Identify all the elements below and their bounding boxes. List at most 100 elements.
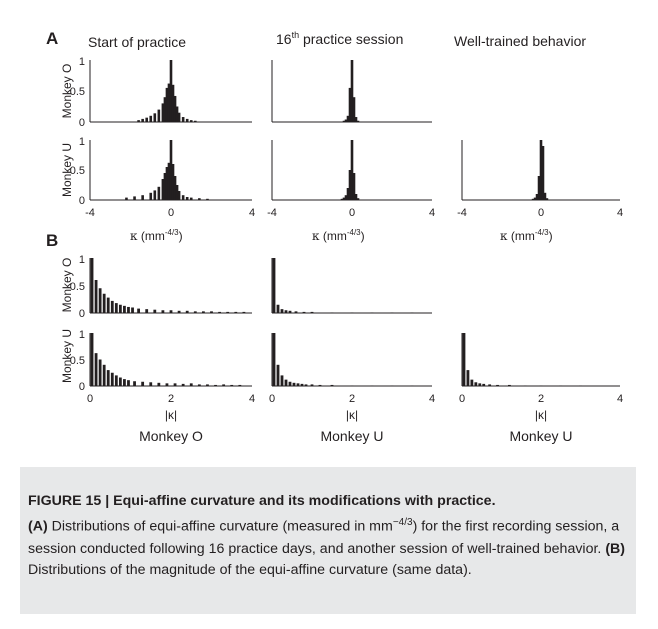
row-label-monkey-u-b: Monkey U — [60, 329, 74, 383]
bottom-label-col2: Monkey U — [320, 428, 383, 444]
histogram-bar — [194, 120, 197, 122]
y-tick-label: 1 — [79, 254, 85, 266]
histogram-bar — [157, 109, 161, 122]
histogram-bar — [110, 372, 114, 386]
histogram-bar — [310, 311, 314, 313]
histogram-bar — [352, 97, 356, 122]
bars-b-monkey-o-col1 — [90, 258, 246, 313]
histogram-bar — [165, 167, 169, 200]
histogram-bar — [579, 385, 582, 386]
histogram-bar — [390, 385, 394, 386]
y-tick-label: 0 — [79, 381, 85, 393]
histogram-bar — [193, 311, 197, 313]
caption-sup-a: −4/3 — [392, 517, 413, 529]
histogram-bar — [292, 382, 296, 386]
histogram-bar — [318, 384, 322, 386]
histogram-bar — [390, 312, 394, 313]
x-tick-label: 0 — [538, 207, 544, 219]
histogram-bar — [284, 310, 288, 313]
axis-a-u-1: 1 0.5 0 -4 0 4 — [70, 136, 255, 219]
row-label-monkey-o-b: Monkey O — [60, 258, 74, 313]
histogram-bar — [185, 310, 189, 313]
histogram-bar — [185, 118, 189, 122]
histogram-bar — [102, 364, 106, 386]
x-tick-label: -4 — [457, 207, 467, 219]
histogram-bar — [346, 115, 350, 122]
histogram-bar — [118, 304, 122, 313]
histogram-bar — [153, 309, 157, 313]
histogram-bar — [410, 312, 414, 313]
y-tick-label: 0.5 — [70, 165, 85, 177]
bars-b-monkey-o-col2 — [272, 258, 414, 313]
histogram-bar — [98, 288, 102, 313]
histogram-bar — [153, 113, 157, 122]
histogram-bar — [114, 375, 118, 386]
x-axis-label-abs-kappa: |κ| — [165, 408, 177, 422]
histogram-bar — [206, 198, 209, 200]
caption-text-a2: ) for the first recording session, a ses… — [28, 519, 620, 557]
bars-b-monkey-u-col3 — [462, 333, 582, 386]
histogram-bar — [533, 197, 537, 200]
x-tick-label: 4 — [429, 207, 435, 219]
axis-b-o-2 — [271, 258, 432, 314]
histogram-bar — [482, 383, 486, 386]
x-axis-label-kappa: κ (mm-4/3) — [312, 228, 365, 243]
histogram-bar — [177, 191, 181, 200]
figure-panels: A B Start of practice 16th practice sess… — [46, 29, 623, 444]
histogram-bar — [304, 384, 308, 386]
histogram-bar — [185, 197, 189, 200]
x-tick-label: -4 — [267, 207, 277, 219]
x-tick-label: 0 — [349, 207, 355, 219]
histogram-bar — [348, 87, 352, 122]
caption-text-b: Distributions of the magnitude of the eq… — [28, 561, 472, 578]
histogram-bar — [218, 311, 221, 313]
bars-b-monkey-u-col1 — [90, 333, 242, 386]
histogram-bar — [350, 60, 354, 122]
x-tick-label: 4 — [617, 393, 623, 405]
histogram-bar — [276, 364, 280, 386]
histogram-bar — [340, 198, 344, 200]
histogram-bar — [523, 385, 527, 386]
histogram-bar — [302, 311, 306, 313]
histogram-bar — [177, 310, 181, 313]
histogram-bar — [181, 195, 185, 200]
histogram-bar — [169, 310, 173, 313]
panel-a-label: A — [46, 29, 58, 48]
histogram-bar — [238, 384, 242, 386]
histogram-bar — [354, 117, 358, 122]
histogram-bar — [543, 192, 547, 200]
histogram-bar — [214, 384, 217, 386]
histogram-bar — [276, 304, 280, 313]
histogram-bar — [106, 370, 110, 386]
histogram-bar — [165, 383, 169, 386]
y-tick-label: 1 — [79, 56, 85, 68]
x-tick-label: 4 — [617, 207, 623, 219]
histogram-bar — [537, 176, 541, 200]
histogram-bar — [535, 194, 539, 200]
bottom-label-col1: Monkey O — [139, 428, 203, 444]
histogram-bar — [284, 379, 288, 386]
histogram-bar — [288, 310, 292, 313]
histogram-bar — [137, 120, 140, 122]
histogram-bar — [296, 383, 300, 386]
histogram-bar — [181, 117, 185, 122]
row-label-monkey-o-a: Monkey O — [60, 64, 74, 119]
axis-b-o-1: 1 0.5 0 — [70, 254, 252, 320]
histogram-bar — [171, 84, 175, 122]
x-tick-label: 0 — [168, 207, 174, 219]
histogram-bar — [370, 385, 374, 386]
histogram-bar — [300, 383, 304, 386]
caption-ref-a: (A) — [28, 519, 48, 536]
x-axis-label-abs-kappa: |κ| — [346, 408, 358, 422]
y-tick-label: 1 — [79, 329, 85, 341]
histogram-bar — [90, 333, 94, 386]
histogram-bar — [342, 120, 346, 122]
histogram-bar — [123, 305, 126, 313]
histogram-bar — [478, 383, 482, 386]
histogram-bar — [531, 198, 535, 200]
figure-caption: FIGURE 15 | Equi-affine curvature and it… — [28, 491, 634, 581]
panel-b-label: B — [46, 231, 58, 250]
axis-a-u-3: -4 0 4 — [457, 140, 623, 219]
y-tick-label: 0 — [79, 308, 85, 320]
histogram-bar — [310, 384, 314, 386]
